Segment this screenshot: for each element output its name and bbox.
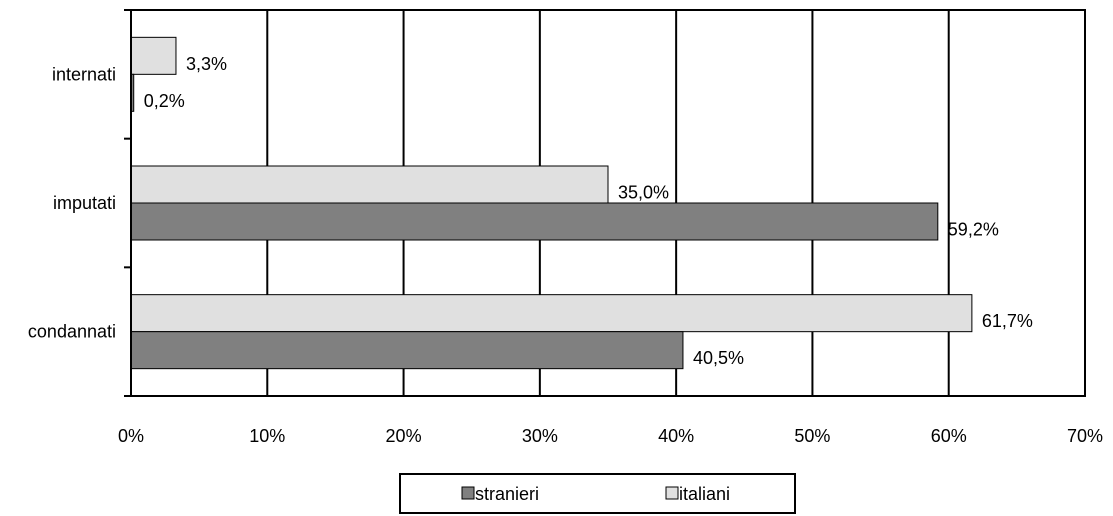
legend-label-italiani: italiani — [679, 484, 730, 504]
x-tick-label: 20% — [386, 426, 422, 446]
x-tick-label: 10% — [249, 426, 285, 446]
legend-label-stranieri: stranieri — [475, 484, 539, 504]
data-label: 35,0% — [618, 183, 669, 203]
x-axis-ticks: 0% 10% 20% 30% 40% 50% 60% 70% — [118, 426, 1103, 446]
category-label: condannati — [28, 322, 116, 342]
x-tick-label: 50% — [794, 426, 830, 446]
category-label: internati — [52, 64, 116, 84]
data-label: 0,2% — [144, 91, 185, 111]
legend-swatch-italiani — [665, 486, 679, 500]
legend: stranieri italiani — [399, 473, 796, 514]
bar-italiani — [130, 294, 973, 333]
x-tick-label: 60% — [931, 426, 967, 446]
legend-box — [399, 473, 796, 514]
bar-italiani — [130, 165, 609, 204]
data-label: 59,2% — [948, 220, 999, 240]
bar-stranieri — [130, 331, 684, 370]
x-tick-label: 40% — [658, 426, 694, 446]
category-label: imputati — [53, 193, 116, 213]
x-tick-label: 0% — [118, 426, 144, 446]
bar-italiani — [130, 36, 177, 75]
data-label: 40,5% — [693, 348, 744, 368]
data-label: 61,7% — [982, 311, 1033, 331]
x-tick-label: 30% — [522, 426, 558, 446]
bar-stranieri — [130, 202, 939, 241]
category-axis: internati imputati condannati — [28, 9, 132, 397]
legend-swatch-stranieri — [461, 486, 475, 500]
data-label: 3,3% — [186, 54, 227, 74]
x-tick-label: 70% — [1067, 426, 1103, 446]
